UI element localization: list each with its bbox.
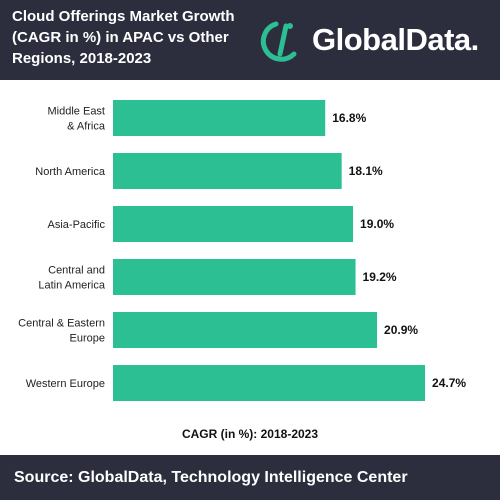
bar: [113, 153, 342, 189]
globaldata-logo: GlobalData.: [256, 10, 479, 70]
value-labels: 16.8% 18.1% 19.0% 19.2% 20.9% 24.7%: [332, 111, 466, 390]
value-label: 20.9%: [384, 323, 418, 337]
category-label: Asia-Pacific: [48, 219, 106, 231]
category-label: Central and Latin America: [38, 265, 106, 292]
source-note: Source: GlobalData, Technology Intellige…: [14, 469, 408, 486]
globaldata-logo-icon: [260, 21, 297, 62]
footer-banner: Source: GlobalData, Technology Intellige…: [0, 455, 500, 500]
value-label: 16.8%: [332, 111, 366, 125]
logo-text: GlobalData.: [312, 22, 479, 57]
x-axis-label: CAGR (in %): 2018-2023: [182, 427, 318, 441]
value-label: 18.1%: [349, 164, 383, 178]
bar: [113, 206, 354, 242]
bar-chart: Middle East & Africa North America Asia-Pac…: [18, 100, 466, 441]
header-banner: Cloud Offerings Market Growth (CAGR in %…: [0, 0, 500, 80]
category-label: Western Europe: [26, 378, 105, 390]
bar: [113, 365, 426, 401]
chart-title: Cloud Offerings Market Growth (CAGR in %…: [12, 8, 235, 67]
category-label: North America: [35, 166, 106, 178]
value-label: 24.7%: [432, 376, 466, 390]
value-label: 19.2%: [363, 270, 397, 284]
bar: [113, 312, 378, 348]
value-label: 19.0%: [360, 217, 394, 231]
bars: [113, 100, 426, 401]
category-label: Middle East & Africa: [48, 106, 106, 133]
category-label: Central & Eastern Europe: [18, 318, 105, 345]
bar: [113, 100, 326, 136]
category-labels: Middle East & Africa North America Asia-Pac…: [18, 106, 106, 391]
bar: [113, 259, 356, 295]
